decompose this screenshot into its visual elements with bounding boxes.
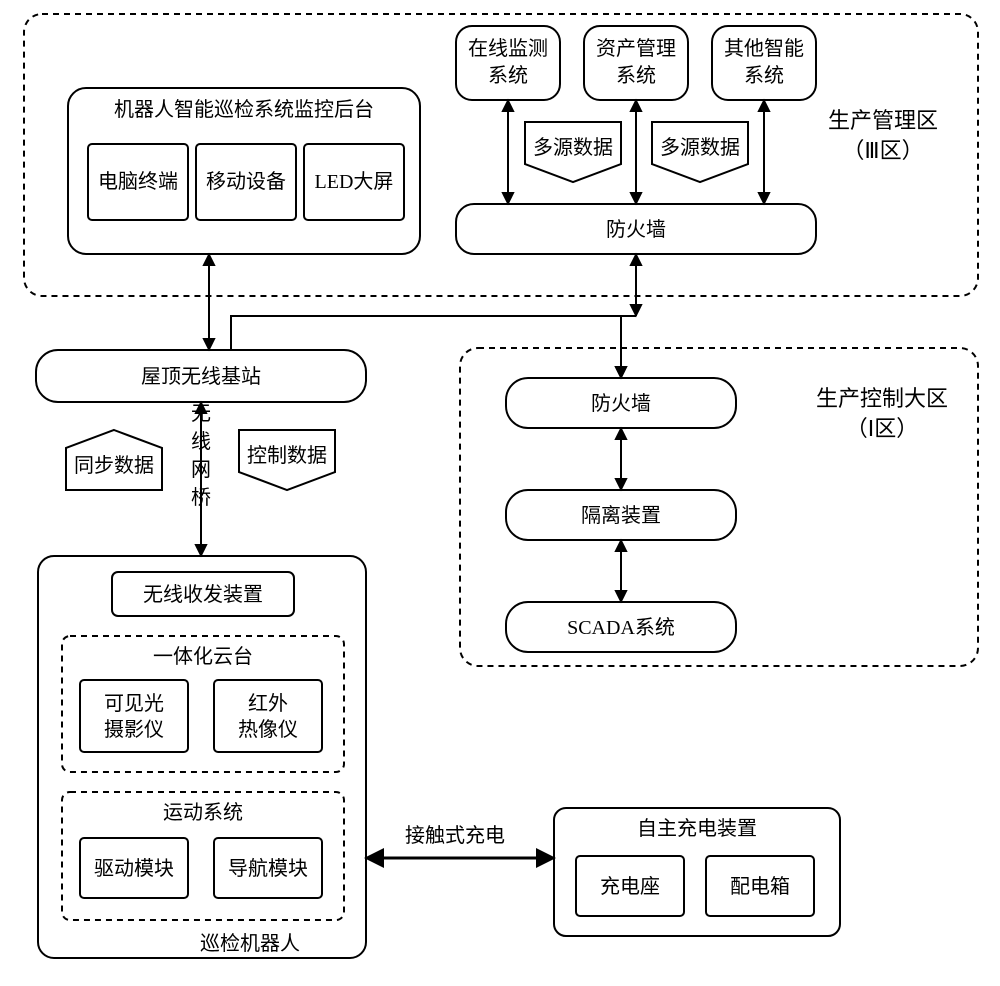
node-label-ir_cam-2: 热像仪 — [238, 718, 298, 741]
node-firewall_mid: 防火墙 — [506, 378, 736, 428]
node-label-dist_box: 配电箱 — [730, 875, 790, 898]
node-label-rooftop_bs: 屋顶无线基站 — [141, 365, 261, 388]
region-label-prod_ctrl-2: （Ⅰ区） — [846, 416, 919, 441]
node-rooftop_bs: 屋顶无线基站 — [36, 350, 366, 402]
node-label-gimbal_group: 一体化云台 — [153, 645, 253, 668]
node-pc_terminal: 电脑终端 — [88, 144, 188, 220]
node-isolation: 隔离装置 — [506, 490, 736, 540]
label-contact-charge: 接触式充电 — [405, 824, 505, 847]
node-label-motion_group: 运动系统 — [163, 801, 243, 824]
node-label-robot_group: 巡检机器人 — [200, 932, 300, 955]
node-label-pc_terminal: 电脑终端 — [98, 170, 178, 193]
pentagon-label-sync_data: 同步数据 — [74, 454, 154, 477]
node-scada: SCADA系统 — [506, 602, 736, 652]
node-firewall_top: 防火墙 — [456, 204, 816, 254]
node-label-charger_group: 自主充电装置 — [637, 817, 757, 840]
node-label-online_mon-2: 系统 — [488, 64, 528, 87]
node-other_sys: 其他智能系统 — [712, 26, 816, 100]
region-label-prod_mgmt: 生产管理区 — [828, 108, 938, 133]
node-mobile_dev: 移动设备 — [196, 144, 296, 220]
node-drive_mod: 驱动模块 — [80, 838, 188, 898]
node-nav_mod: 导航模块 — [214, 838, 322, 898]
node-label-wireless_tx: 无线收发装置 — [143, 583, 263, 606]
node-label-led_screen: LED大屏 — [315, 170, 394, 193]
pentagon-label-multi_src_1: 多源数据 — [533, 136, 613, 159]
node-label-scada: SCADA系统 — [567, 616, 675, 639]
node-label-charge_dock: 充电座 — [600, 875, 660, 898]
node-ir_cam: 红外热像仪 — [214, 680, 322, 752]
node-charge_dock: 充电座 — [576, 856, 684, 916]
region-label-prod_ctrl: 生产控制大区 — [816, 386, 948, 411]
node-label-firewall_top: 防火墙 — [606, 218, 666, 241]
node-label-other_sys-1: 其他智能 — [724, 37, 804, 60]
region-label-prod_mgmt-2: （Ⅲ区） — [842, 138, 923, 163]
node-label-online_mon-1: 在线监测 — [468, 37, 548, 60]
node-label-drive_mod: 驱动模块 — [94, 857, 174, 880]
node-label-asset_mgmt-2: 系统 — [616, 64, 656, 87]
node-label-other_sys-2: 系统 — [744, 64, 784, 87]
node-label-isolation: 隔离装置 — [581, 504, 661, 527]
pentagon-label-multi_src_2: 多源数据 — [660, 136, 740, 159]
node-led_screen: LED大屏 — [304, 144, 404, 220]
node-label-asset_mgmt-1: 资产管理 — [596, 37, 676, 60]
node-label-ir_cam-1: 红外 — [248, 692, 288, 715]
node-label-visible_cam-1: 可见光 — [104, 692, 164, 715]
node-wireless_tx: 无线收发装置 — [112, 572, 294, 616]
edge-backend-elbow — [231, 316, 636, 350]
node-label-mobile_dev: 移动设备 — [206, 170, 286, 193]
node-visible_cam: 可见光摄影仪 — [80, 680, 188, 752]
pentagon-label-ctrl_data: 控制数据 — [247, 444, 327, 467]
node-label-visible_cam-2: 摄影仪 — [104, 718, 164, 741]
node-label-nav_mod: 导航模块 — [228, 857, 308, 880]
node-dist_box: 配电箱 — [706, 856, 814, 916]
node-label-monitor_backend: 机器人智能巡检系统监控后台 — [114, 98, 374, 121]
node-label-firewall_mid: 防火墙 — [591, 392, 651, 415]
node-asset_mgmt: 资产管理系统 — [584, 26, 688, 100]
node-online_mon: 在线监测系统 — [456, 26, 560, 100]
